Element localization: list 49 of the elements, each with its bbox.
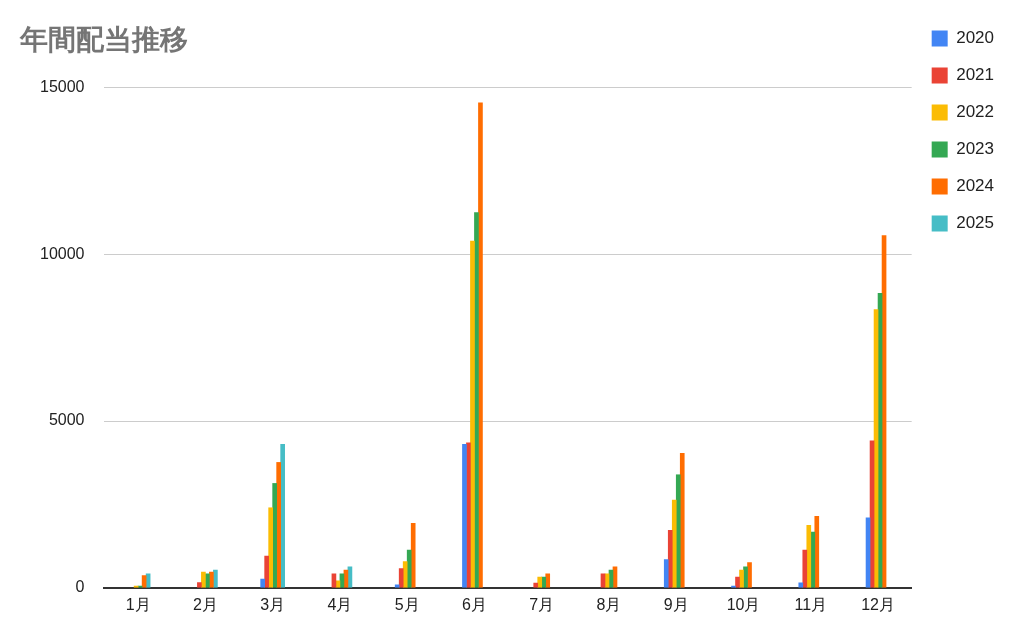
x-tick-label: 5月: [394, 595, 420, 613]
bar: [406, 549, 412, 588]
x-tick-label: 6月: [462, 595, 487, 613]
bar: [410, 523, 416, 588]
y-tick-label: 10000: [39, 244, 85, 262]
bar: [402, 561, 408, 588]
bar: [394, 584, 400, 588]
bar: [802, 549, 808, 588]
x-tick-label: 3月: [260, 595, 286, 613]
legend-label: 2025: [956, 213, 995, 233]
x-tick-label: 4月: [327, 595, 353, 613]
x-tick-label: 7月: [529, 595, 555, 613]
bar: [675, 474, 681, 588]
legend-label: 2021: [956, 65, 995, 85]
bar: [201, 571, 206, 588]
bar: [798, 582, 804, 588]
legend-label: 2022: [956, 102, 995, 122]
bar: [462, 444, 467, 588]
x-tick-label: 8月: [596, 595, 622, 613]
bar: [197, 582, 202, 588]
bar: [537, 576, 543, 588]
bar: [260, 578, 265, 588]
bar: [398, 568, 404, 588]
bar: [814, 516, 820, 588]
legend-label: 2023: [956, 139, 995, 159]
bar: [264, 555, 269, 588]
bar: [470, 240, 475, 588]
y-tick-label: 0: [75, 578, 85, 596]
bar: [545, 573, 551, 588]
bar: [478, 102, 483, 588]
bar: [735, 576, 740, 588]
y-tick-label: 5000: [48, 411, 85, 429]
x-tick-label: 10月: [726, 595, 761, 613]
bar: [806, 525, 812, 588]
bar: [739, 569, 744, 588]
bar: [268, 507, 273, 588]
x-tick-label: 11月: [794, 595, 828, 613]
bar: [671, 499, 677, 588]
bar: [667, 530, 673, 588]
x-tick-label: 12月: [861, 595, 895, 613]
y-tick-label: 15000: [39, 78, 85, 96]
x-tick-label: 1月: [125, 595, 151, 613]
x-tick-label: 2月: [192, 595, 218, 613]
legend-label: 2024: [956, 176, 995, 196]
legend-label: 2020: [956, 28, 995, 48]
bar: [663, 559, 669, 588]
bar: [272, 483, 277, 588]
x-tick-label: 9月: [663, 595, 689, 613]
chart-title: 年間配当推移: [19, 23, 188, 55]
